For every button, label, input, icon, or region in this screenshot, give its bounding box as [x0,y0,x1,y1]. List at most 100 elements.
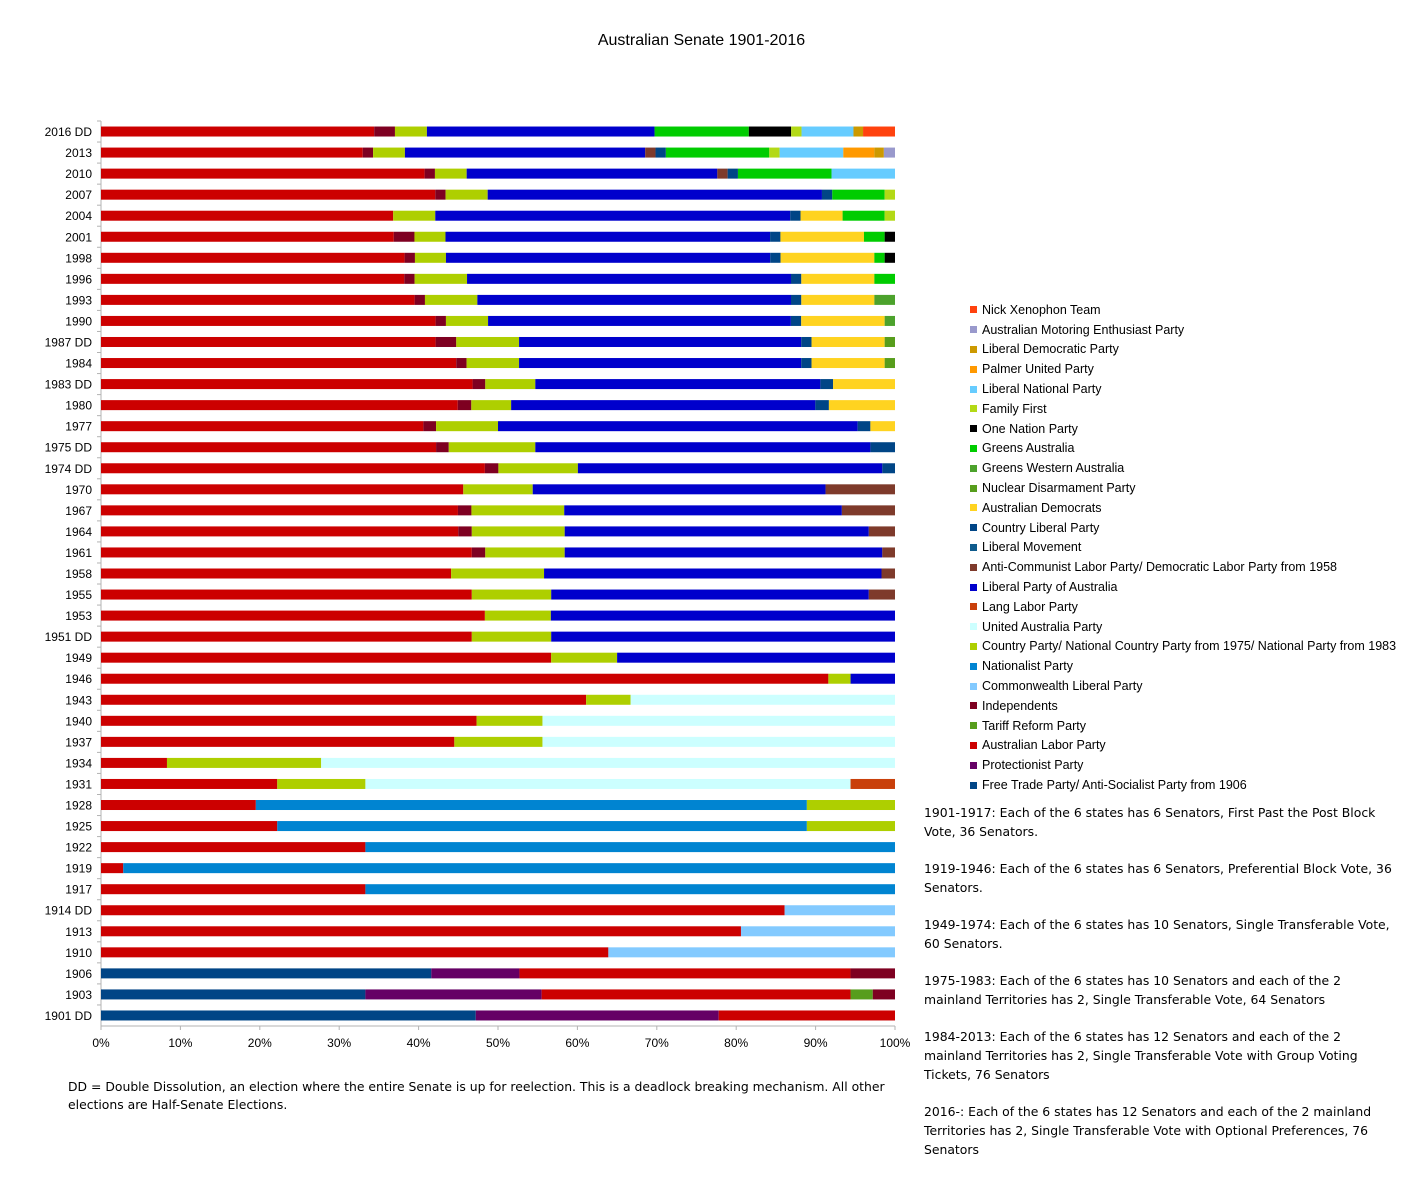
chart-title: Australian Senate 1901-2016 [597,32,806,49]
bar-segment [101,273,405,284]
bar-segment [457,400,472,411]
bar-segment [484,610,551,621]
bar-segment [790,294,802,305]
bar-segment [321,757,895,768]
bar-segment [811,358,885,369]
legend-swatch [970,623,977,631]
bar-segment [101,1010,476,1021]
legend-label: United Australia Party [982,619,1103,634]
bar-segment [577,463,883,474]
note-paragraph: 1975-1983: Each of the 6 states has 10 S… [924,973,1341,1007]
bar-segment [850,673,895,684]
legend-label: Tariff Reform Party [982,718,1086,733]
legend-label: Australian Labor Party [982,738,1106,753]
bar-segment [456,336,520,347]
legend-swatch [970,603,977,611]
x-tick-label: 40% [407,1036,431,1050]
bar-segment [551,589,869,600]
bar-segment [362,147,374,158]
bar-segment [874,252,885,263]
bar-segment [881,568,895,579]
legend-swatch [970,425,977,433]
bar-segment [423,421,437,432]
bar-segment [101,989,366,1000]
bar-segment [101,526,459,537]
bar-segment [655,147,666,158]
y-tick-label: 1906 [65,967,92,981]
x-tick-label: 0% [92,1036,110,1050]
x-tick-label: 20% [248,1036,272,1050]
bar-segment [485,379,536,390]
y-tick-label: 1996 [65,272,92,286]
bar-segment [874,273,895,284]
bar-segment [454,736,543,747]
bar-segment [882,463,895,474]
legend-label: One Nation Party [982,421,1078,436]
bar-segment [101,252,405,263]
bar-segment [806,800,895,811]
y-tick-label: 1903 [65,988,92,1002]
legend-swatch [970,761,977,769]
y-tick-label: 2001 [65,230,92,244]
legend-swatch [970,741,977,749]
y-tick-label: 1928 [65,799,92,813]
legend-label: Commonwealth Liberal Party [982,679,1143,694]
legend-swatch [970,385,977,393]
legend-item: Tariff Reform Party [970,716,1400,736]
bar-segment [101,947,609,958]
bar-segment [488,315,791,326]
bar-segment [471,631,552,642]
bar-segment [801,336,812,347]
legend-item: Liberal Movement [970,538,1400,558]
bar-segment [884,358,895,369]
y-tick-label: 1958 [65,567,92,581]
legend-item: Nick Xenophon Team [970,300,1400,320]
legend-swatch [970,583,977,591]
legend-item: Australian Labor Party [970,736,1400,756]
y-tick-label: 1940 [65,714,92,728]
bar-segment [617,652,895,663]
bar-segment [541,989,851,1000]
bar-segment [821,189,833,200]
bar-segment [551,652,618,663]
legend-label: Nationalist Party [982,659,1074,674]
bar-segment [863,126,895,137]
bar-segment [424,294,478,305]
legend-item: Liberal Democratic Party [970,340,1400,360]
legend-label: Palmer United Party [982,362,1094,377]
bar-segment [550,610,895,621]
legend-item: Nuclear Disarmament Party [970,478,1400,498]
bar-segment [373,147,405,158]
legend-swatch [970,543,977,551]
legend-swatch [970,682,977,690]
chart-legend: Nick Xenophon Team Australian Motoring En… [970,300,1400,795]
y-tick-label: 1970 [65,483,92,497]
bar-segment [551,631,895,642]
legend-item: Family First [970,399,1400,419]
x-tick-label: 80% [724,1036,748,1050]
legend-label: Liberal Party of Australia [982,580,1118,595]
dd-footnote: DD = Double Dissolution, an election whe… [68,1079,885,1112]
bar-segment [874,294,895,305]
bar-segment [394,126,427,137]
bar-segment [519,336,802,347]
legend-item: Anti-Communist Labor Party/ Democratic L… [970,557,1400,577]
legend-label: Greens Australia [982,441,1075,456]
bar-segment [435,210,791,221]
legend-swatch [970,306,977,314]
legend-label: Lang Labor Party [982,599,1078,614]
bar-segment [101,168,425,179]
bar-segment [457,505,472,516]
legend-label: Australian Motoring Enthusiast Party [982,322,1185,337]
legend-item: Country Party/ National Country Party fr… [970,637,1400,657]
bar-segment [458,526,472,537]
bar-segment [842,210,885,221]
bar-segment [393,231,415,242]
x-tick-label: 10% [168,1036,192,1050]
y-tick-label: 1964 [65,525,92,539]
legend-label: Protectionist Party [982,758,1084,773]
bar-segment [101,610,485,621]
bar-segment [393,210,436,221]
legend-swatch [970,662,977,670]
bar-segment [485,547,565,558]
